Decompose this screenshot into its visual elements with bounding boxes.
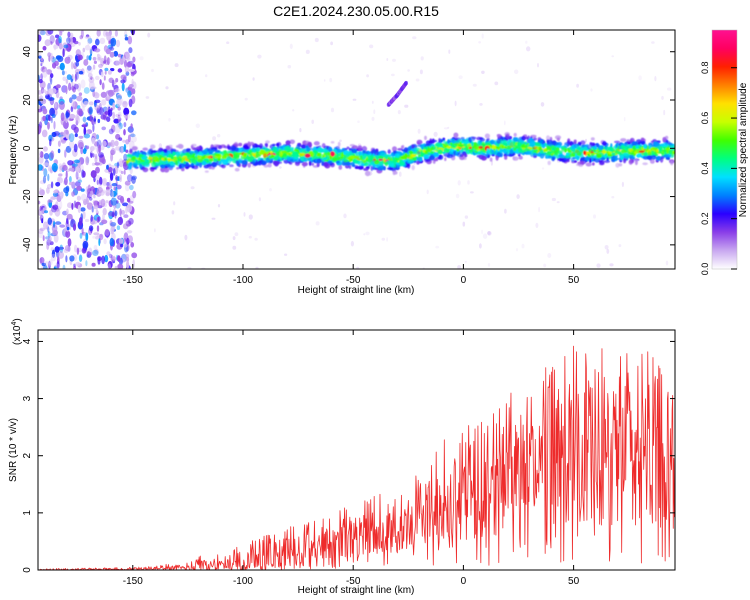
heatmap-y-tick-label: 0 <box>22 145 33 151</box>
snr-panel: -150 -100 -50 0 50 0 1 2 3 4 Height of straight … <box>8 318 676 596</box>
colorbar-tick-label: 0.0 <box>700 263 710 276</box>
snr-y-tick-label: 3 <box>22 395 33 401</box>
colorbar-tick-label: 0.4 <box>700 162 710 175</box>
colorbar-gradient <box>712 30 737 269</box>
heatmap-x-tick-label: -50 <box>346 275 361 286</box>
snr-multiplier: (x104) <box>11 318 23 345</box>
heatmap-streak <box>386 80 408 108</box>
heatmap-y-tick-label: 20 <box>22 94 33 106</box>
heatmap-x-tick-label: -100 <box>233 275 253 286</box>
heatmap-y-tick-label: -20 <box>22 189 33 204</box>
snr-y-tick-label: 2 <box>22 452 33 458</box>
heatmap-x-tick-label: 50 <box>568 275 580 286</box>
snr-y-tick-label: 4 <box>22 338 33 344</box>
snr-y-tick-label: 1 <box>22 510 33 516</box>
colorbar-tick-label: 0.8 <box>700 61 710 74</box>
snr-x-tick-label: 0 <box>461 576 467 587</box>
colorbar-axis: 0.0 0.2 0.4 0.6 0.8 <box>700 61 737 275</box>
chart-title: C2E1.2024.230.05.00.R15 <box>273 3 439 19</box>
snr-y-axis-label: SNR (10 * v/v) <box>8 418 19 482</box>
heatmap-ridge <box>125 132 675 177</box>
heatmap-y-tick-label: -40 <box>22 237 33 252</box>
snr-x-tick-label: -50 <box>346 576 361 587</box>
snr-y-axis: 0 1 2 3 4 <box>22 338 675 573</box>
colorbar-tick-label: 0.2 <box>700 212 710 225</box>
heatmap-y-axis: -40 -20 0 20 40 <box>22 46 675 252</box>
snr-series-line <box>38 345 675 570</box>
heatmap-x-tick-label: 0 <box>461 275 467 286</box>
colorbar: 0.0 0.2 0.4 0.6 0.8 Normalized spectral ampl… <box>700 29 749 275</box>
snr-multiplier-exponent: 4 <box>11 322 18 326</box>
snr-x-axis-label: Height of straight line (km) <box>298 585 415 596</box>
snr-frame <box>37 329 676 571</box>
snr-x-tick-label: 50 <box>568 576 580 587</box>
heatmap-x-axis: -150 -100 -50 0 50 <box>123 30 580 286</box>
heatmap-x-axis-label: Height of straight line (km) <box>298 285 415 296</box>
svg-text:(x104): (x104) <box>11 318 23 345</box>
snr-multiplier-close: ) <box>12 318 23 321</box>
colorbar-frame <box>711 29 738 270</box>
heatmap-panel: -150 -100 -50 0 50 -40 -20 0 20 40 Height of str… <box>8 29 676 296</box>
colorbar-label: Normalized spectral amplitude <box>738 82 749 217</box>
snr-x-axis: -150 -100 -50 0 50 <box>123 330 580 587</box>
heatmap-frame <box>37 29 676 270</box>
heatmap-y-axis-label: Frequency (Hz) <box>8 116 19 185</box>
heatmap-y-tick-label: 40 <box>22 46 33 58</box>
snr-y-tick-label: 0 <box>22 567 33 573</box>
snr-multiplier-base: (x10 <box>12 325 23 345</box>
snr-x-tick-label: -150 <box>123 576 143 587</box>
snr-x-tick-label: -100 <box>233 576 253 587</box>
heatmap-x-tick-label: -150 <box>123 275 143 286</box>
colorbar-tick-label: 0.6 <box>700 112 710 125</box>
